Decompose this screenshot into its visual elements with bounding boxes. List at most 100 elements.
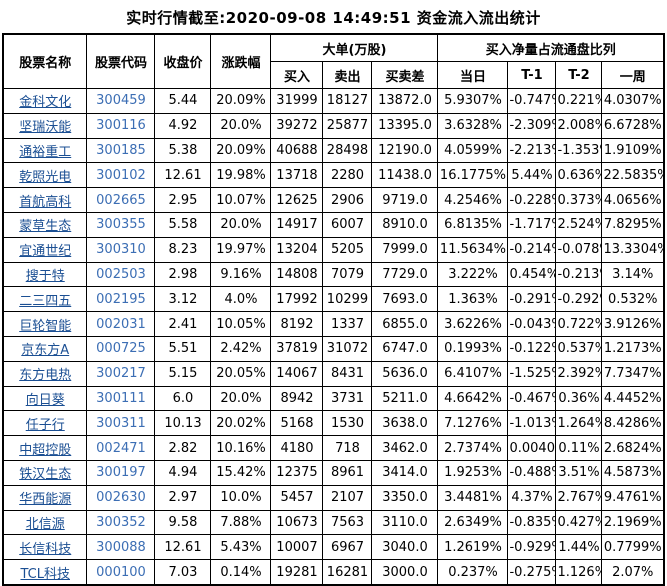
stock-name-link[interactable]: 搜于特 bbox=[2, 261, 88, 288]
t-minus-1-ratio-cell: -1.525% bbox=[507, 360, 557, 387]
stock-code-link[interactable]: 300102 bbox=[86, 162, 156, 189]
table-row: 蒙草生态 300355 5.58 20.0% 14917 6007 8910.0… bbox=[2, 211, 665, 238]
buy-sell-diff-cell: 6855.0 bbox=[371, 311, 439, 337]
stock-code-link[interactable]: 000100 bbox=[86, 559, 156, 586]
buy-sell-diff-cell: 3462.0 bbox=[371, 435, 439, 461]
table-row: 中超控股 002471 2.82 10.16% 4180 718 3462.0 … bbox=[2, 435, 665, 461]
col-header-buy: 买入 bbox=[270, 61, 324, 89]
stock-code-link[interactable]: 300310 bbox=[86, 236, 156, 263]
stock-name-link[interactable]: 乾照光电 bbox=[2, 162, 88, 189]
close-price-cell: 2.98 bbox=[154, 261, 212, 288]
change-pct-cell: 20.05% bbox=[210, 360, 272, 387]
stock-name-link[interactable]: 二三四五 bbox=[2, 286, 88, 313]
buy-sell-diff-cell: 7729.0 bbox=[371, 261, 439, 288]
sell-volume-cell: 7563 bbox=[322, 509, 373, 536]
stock-code-link[interactable]: 300197 bbox=[86, 459, 156, 486]
close-price-cell: 4.94 bbox=[154, 459, 212, 486]
table-row: 任子行 300311 10.13 20.02% 5168 1530 3638.0… bbox=[2, 410, 665, 437]
t-minus-1-ratio-cell: 5.44% bbox=[507, 162, 557, 189]
change-pct-cell: 7.88% bbox=[210, 509, 272, 536]
table-header: 股票名称 股票代码 收盘价 涨跌幅 大单(万股) 买入净量占流通盘比列 买入 卖… bbox=[2, 33, 665, 89]
stock-code-link[interactable]: 002471 bbox=[86, 435, 156, 461]
stock-code-link[interactable]: 002630 bbox=[86, 484, 156, 511]
week-ratio-cell: 7.8295% bbox=[601, 211, 665, 238]
stock-name-link[interactable]: 蒙草生态 bbox=[2, 211, 88, 238]
stock-name-link[interactable]: 东方电热 bbox=[2, 360, 88, 387]
stock-name-link[interactable]: 中超控股 bbox=[2, 435, 88, 461]
stock-name-link[interactable]: 坚瑞沃能 bbox=[2, 112, 88, 139]
today-ratio-cell: 4.6642% bbox=[437, 385, 509, 412]
week-ratio-cell: 0.532% bbox=[601, 286, 665, 313]
buy-volume-cell: 14917 bbox=[270, 211, 324, 238]
stock-name-link[interactable]: 华西能源 bbox=[2, 484, 88, 511]
stock-code-link[interactable]: 000725 bbox=[86, 335, 156, 362]
t-minus-1-ratio-cell: -0.122% bbox=[507, 335, 557, 362]
t-minus-2-ratio-cell: 1.264% bbox=[555, 410, 603, 437]
buy-sell-diff-cell: 3110.0 bbox=[371, 509, 439, 536]
col-header-t-minus-2: T-2 bbox=[555, 61, 603, 89]
col-header-close-price: 收盘价 bbox=[154, 33, 212, 89]
stock-name-link[interactable]: 任子行 bbox=[2, 410, 88, 437]
stock-name-link[interactable]: 向日葵 bbox=[2, 385, 88, 412]
stock-name-link[interactable]: 首航高科 bbox=[2, 187, 88, 213]
t-minus-1-ratio-cell: -0.043% bbox=[507, 311, 557, 337]
fund-flow-table: 股票名称 股票代码 收盘价 涨跌幅 大单(万股) 买入净量占流通盘比列 买入 卖… bbox=[1, 33, 665, 586]
t-minus-2-ratio-cell: -1.353% bbox=[555, 137, 603, 164]
week-ratio-cell: 3.9126% bbox=[601, 311, 665, 337]
stock-code-link[interactable]: 002195 bbox=[86, 286, 156, 313]
stock-code-link[interactable]: 300185 bbox=[86, 137, 156, 164]
close-price-cell: 9.58 bbox=[154, 509, 212, 536]
sell-volume-cell: 7079 bbox=[322, 261, 373, 288]
change-pct-cell: 20.02% bbox=[210, 410, 272, 437]
t-minus-2-ratio-cell: 0.537% bbox=[555, 335, 603, 362]
today-ratio-cell: 1.9253% bbox=[437, 459, 509, 486]
sell-volume-cell: 8431 bbox=[322, 360, 373, 387]
stock-code-link[interactable]: 300116 bbox=[86, 112, 156, 139]
week-ratio-cell: 7.7347% bbox=[601, 360, 665, 387]
buy-volume-cell: 8942 bbox=[270, 385, 324, 412]
stock-name-link[interactable]: 宜通世纪 bbox=[2, 236, 88, 263]
t-minus-1-ratio-cell: -0.228% bbox=[507, 187, 557, 213]
close-price-cell: 3.12 bbox=[154, 286, 212, 313]
close-price-cell: 2.82 bbox=[154, 435, 212, 461]
stock-name-link[interactable]: 巨轮智能 bbox=[2, 311, 88, 337]
sell-volume-cell: 8961 bbox=[322, 459, 373, 486]
change-pct-cell: 5.43% bbox=[210, 534, 272, 561]
today-ratio-cell: 1.2619% bbox=[437, 534, 509, 561]
sell-volume-cell: 16281 bbox=[322, 559, 373, 586]
change-pct-cell: 20.09% bbox=[210, 137, 272, 164]
stock-code-link[interactable]: 300111 bbox=[86, 385, 156, 412]
buy-sell-diff-cell: 7999.0 bbox=[371, 236, 439, 263]
stock-name-link[interactable]: 通裕重工 bbox=[2, 137, 88, 164]
t-minus-1-ratio-cell: -0.214% bbox=[507, 236, 557, 263]
stock-code-link[interactable]: 300459 bbox=[86, 88, 156, 114]
table-row: 东方电热 300217 5.15 20.05% 14067 8431 5636.… bbox=[2, 360, 665, 387]
week-ratio-cell: 2.07% bbox=[601, 559, 665, 586]
page-title: 实时行情截至:2020-09-08 14:49:51 资金流入流出统计 bbox=[126, 9, 541, 27]
stock-code-link[interactable]: 300352 bbox=[86, 509, 156, 536]
buy-volume-cell: 39272 bbox=[270, 112, 324, 139]
stock-name-link[interactable]: TCL科技 bbox=[2, 559, 88, 586]
buy-sell-diff-cell: 3000.0 bbox=[371, 559, 439, 586]
week-ratio-cell: 4.0656% bbox=[601, 187, 665, 213]
stock-code-link[interactable]: 300088 bbox=[86, 534, 156, 561]
buy-volume-cell: 5457 bbox=[270, 484, 324, 511]
stock-code-link[interactable]: 300311 bbox=[86, 410, 156, 437]
today-ratio-cell: 2.6349% bbox=[437, 509, 509, 536]
stock-name-link[interactable]: 长信科技 bbox=[2, 534, 88, 561]
stock-name-link[interactable]: 金科文化 bbox=[2, 88, 88, 114]
stock-code-link[interactable]: 002665 bbox=[86, 187, 156, 213]
stock-code-link[interactable]: 002031 bbox=[86, 311, 156, 337]
change-pct-cell: 10.05% bbox=[210, 311, 272, 337]
t-minus-2-ratio-cell: 0.373% bbox=[555, 187, 603, 213]
stock-code-link[interactable]: 002503 bbox=[86, 261, 156, 288]
t-minus-1-ratio-cell: -1.717% bbox=[507, 211, 557, 238]
stock-code-link[interactable]: 300217 bbox=[86, 360, 156, 387]
stock-code-link[interactable]: 300355 bbox=[86, 211, 156, 238]
buy-volume-cell: 4180 bbox=[270, 435, 324, 461]
stock-name-link[interactable]: 京东方A bbox=[2, 335, 88, 362]
week-ratio-cell: 4.0307% bbox=[601, 88, 665, 114]
change-pct-cell: 2.42% bbox=[210, 335, 272, 362]
stock-name-link[interactable]: 北信源 bbox=[2, 509, 88, 536]
stock-name-link[interactable]: 铁汉生态 bbox=[2, 459, 88, 486]
